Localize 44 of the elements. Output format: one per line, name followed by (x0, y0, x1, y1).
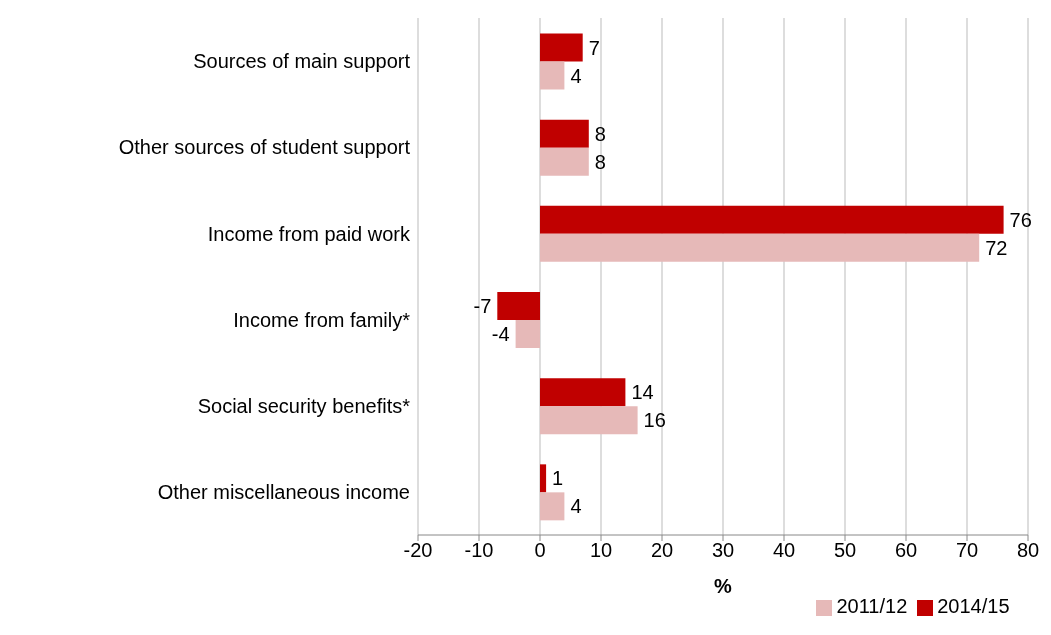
x-tick-label: 10 (589, 539, 613, 562)
bar (540, 61, 565, 90)
bar (540, 406, 638, 435)
bar (497, 292, 540, 321)
x-tick-label: -10 (464, 539, 494, 562)
x-tick-label: 30 (711, 539, 735, 562)
data-label: 14 (631, 381, 654, 404)
bar (540, 205, 1004, 234)
data-label: 8 (594, 122, 606, 145)
bar (540, 233, 980, 262)
data-label: 7 (588, 36, 600, 59)
x-tick-label: 70 (955, 539, 979, 562)
bar (540, 378, 626, 407)
data-label: 76 (1009, 208, 1032, 231)
x-tick-label: 0 (534, 539, 546, 562)
x-axis-title: % (714, 575, 733, 597)
data-label: -4 (491, 323, 510, 346)
y-tick-label: Income from paid work (207, 222, 411, 245)
x-tick-label: 20 (650, 539, 674, 562)
bar (515, 320, 540, 349)
bar (540, 147, 589, 176)
y-tick-label: Income from family* (233, 308, 411, 331)
y-tick-label: Social security benefits* (197, 394, 411, 417)
y-tick-label: Other sources of student support (118, 136, 411, 159)
legend-label: 2011/12 (836, 595, 908, 617)
bar (540, 119, 589, 148)
bar (540, 492, 565, 521)
y-tick-label: Sources of main support (193, 50, 411, 73)
bar (540, 33, 583, 62)
data-label: 4 (570, 64, 582, 87)
x-tick-label: 50 (833, 539, 857, 562)
data-label: 4 (570, 495, 582, 518)
data-label: 8 (594, 150, 606, 173)
x-tick-label: -20 (403, 539, 433, 562)
data-label: -7 (473, 295, 492, 318)
data-label: 72 (985, 236, 1008, 259)
data-label: 1 (552, 467, 564, 490)
legend-label: 2014/15 (937, 595, 1010, 617)
x-tick-label: 60 (894, 539, 918, 562)
y-tick-label: Other miscellaneous income (157, 481, 410, 504)
x-tick-label: 80 (1016, 539, 1040, 562)
x-tick-label: 40 (772, 539, 796, 562)
data-label: 16 (643, 409, 666, 432)
bar (540, 464, 547, 493)
